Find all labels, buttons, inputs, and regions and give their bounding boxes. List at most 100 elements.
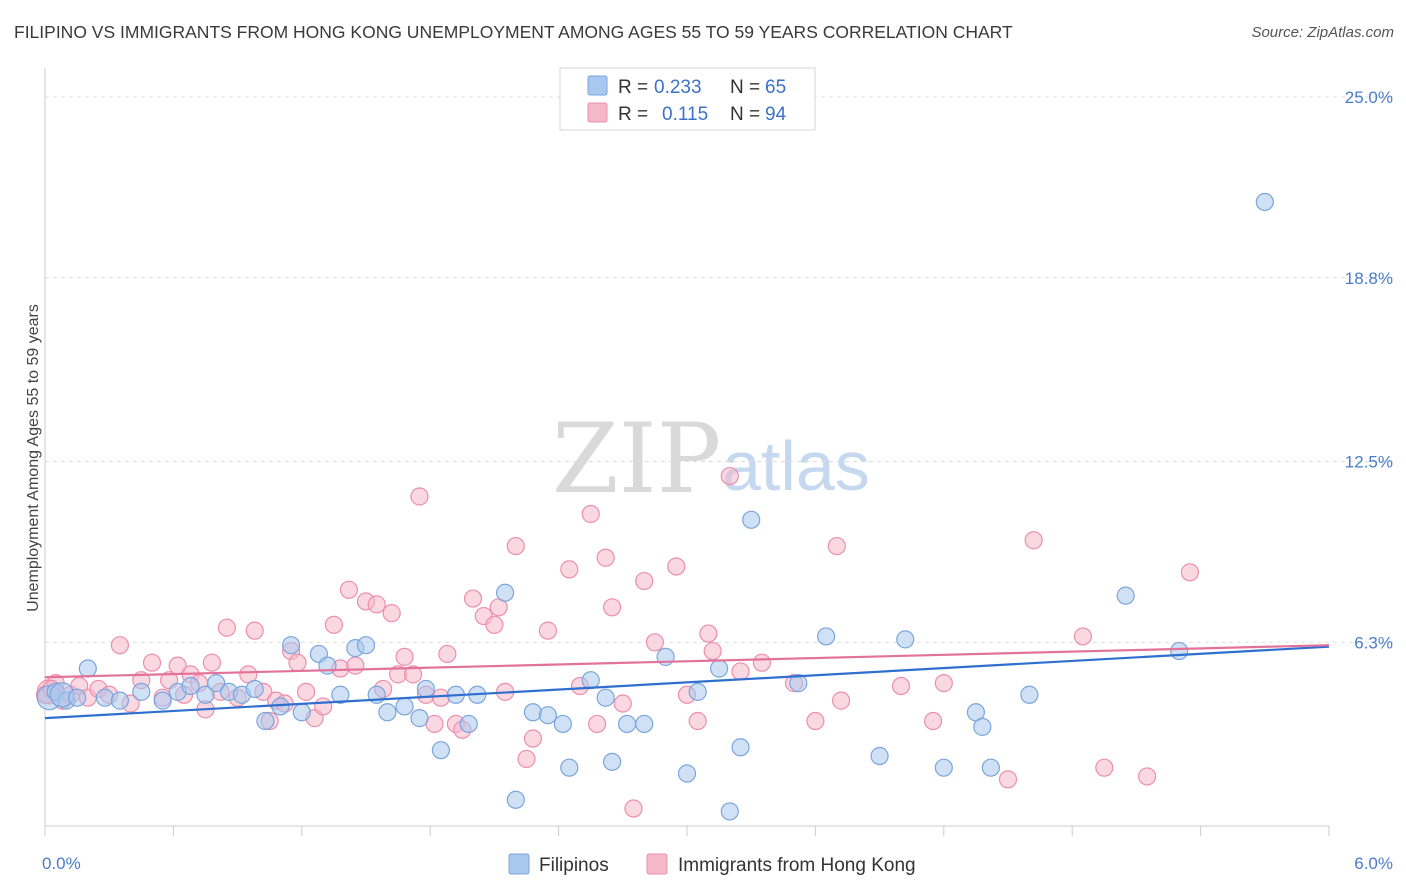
point-filipinos-48 bbox=[720, 802, 739, 821]
bottom-legend-swatch-filipinos bbox=[508, 853, 530, 875]
point-filipinos-27 bbox=[410, 709, 429, 728]
source-credit: Source: ZipAtlas.com bbox=[1251, 24, 1394, 41]
point-filipinos-50 bbox=[742, 510, 761, 529]
point-hong-kong-84 bbox=[923, 711, 943, 731]
point-hong-kong-85 bbox=[934, 674, 953, 693]
y-tick-label-3: 25.0% bbox=[1345, 88, 1393, 107]
point-filipinos-34 bbox=[506, 790, 525, 809]
point-filipinos-41 bbox=[602, 752, 622, 771]
point-hong-kong-31 bbox=[296, 682, 316, 701]
point-filipinos-18 bbox=[292, 703, 311, 722]
point-filipinos-36 bbox=[538, 706, 558, 725]
point-hong-kong-52 bbox=[463, 589, 483, 608]
point-filipinos-11 bbox=[207, 674, 226, 693]
point-filipinos-51 bbox=[789, 674, 808, 693]
point-filipinos-6 bbox=[132, 682, 151, 701]
point-hong-kong-19 bbox=[202, 653, 222, 672]
point-hong-kong-30 bbox=[288, 653, 307, 672]
point-filipinos-45 bbox=[677, 764, 697, 783]
point-filipinos-9 bbox=[181, 676, 200, 696]
point-filipinos-33 bbox=[496, 583, 515, 602]
point-filipinos-17 bbox=[282, 636, 301, 655]
point-hong-kong-86 bbox=[998, 770, 1018, 789]
point-filipinos-58 bbox=[981, 758, 1000, 777]
bottom-legend-label-filipinos: Filipinos bbox=[539, 855, 609, 876]
y-tick-label-0: 6.3% bbox=[1354, 633, 1393, 652]
point-hong-kong-70 bbox=[645, 633, 665, 652]
point-hong-kong-60 bbox=[538, 621, 558, 640]
point-filipinos-4 bbox=[95, 688, 115, 707]
point-hong-kong-68 bbox=[624, 799, 643, 818]
point-hong-kong-64 bbox=[588, 714, 607, 734]
point-filipinos-38 bbox=[560, 758, 579, 777]
trend-line-filipinos bbox=[44, 645, 1330, 720]
legend-n-label-2: N = bbox=[730, 104, 760, 125]
legend-r-value-2: 0.115 bbox=[662, 104, 708, 125]
point-hong-kong-67 bbox=[613, 694, 632, 713]
point-filipinos-53 bbox=[870, 746, 889, 766]
point-hong-kong-74 bbox=[699, 624, 718, 643]
legend-r-label-2: R = bbox=[618, 104, 648, 125]
point-hong-kong-49 bbox=[438, 644, 457, 664]
point-filipinos-29 bbox=[431, 741, 450, 760]
point-hong-kong-66 bbox=[602, 598, 622, 617]
point-filipinos-52 bbox=[816, 627, 836, 646]
point-filipinos-39 bbox=[581, 671, 600, 690]
point-filipinos-3 bbox=[78, 659, 97, 678]
point-filipinos-26 bbox=[395, 697, 414, 716]
point-filipinos-47 bbox=[709, 659, 729, 678]
point-filipinos-21 bbox=[331, 685, 350, 704]
point-filipinos-15 bbox=[256, 711, 275, 731]
point-hong-kong-43 bbox=[395, 647, 414, 666]
point-filipinos-42 bbox=[617, 714, 637, 734]
point-filipinos-23 bbox=[356, 636, 376, 655]
x-tick-label-0: 0.0% bbox=[42, 854, 81, 873]
point-hong-kong-24 bbox=[245, 621, 264, 640]
legend-n-label-1: N = bbox=[730, 77, 760, 98]
point-filipinos-64 bbox=[67, 688, 87, 707]
point-filipinos-61 bbox=[1170, 641, 1189, 661]
x-tick-label-1: 6.0% bbox=[1354, 854, 1393, 873]
point-filipinos-20 bbox=[318, 656, 337, 675]
y-tick-label-1: 12.5% bbox=[1345, 453, 1393, 472]
y-axis-label: Unemployment Among Ages 55 to 59 years bbox=[25, 304, 42, 612]
watermark-zip: ZIP bbox=[552, 403, 721, 515]
point-hong-kong-83 bbox=[891, 676, 911, 696]
series-legend: Filipinos Immigrants from Hong Kong bbox=[508, 853, 916, 876]
point-hong-kong-71 bbox=[667, 557, 686, 576]
point-filipinos-31 bbox=[459, 714, 478, 734]
point-filipinos-40 bbox=[596, 688, 615, 707]
point-hong-kong-77 bbox=[731, 662, 750, 681]
point-filipinos-28 bbox=[416, 679, 436, 699]
point-hong-kong-69 bbox=[635, 571, 654, 591]
point-hong-kong-63 bbox=[581, 504, 600, 524]
point-hong-kong-54 bbox=[485, 615, 504, 634]
legend-r-label-1: R = bbox=[618, 77, 648, 98]
point-hong-kong-21 bbox=[217, 618, 236, 637]
point-hong-kong-90 bbox=[1137, 767, 1157, 786]
point-hong-kong-78 bbox=[752, 653, 772, 672]
point-filipinos-55 bbox=[934, 758, 953, 777]
point-filipinos-25 bbox=[378, 703, 397, 722]
point-hong-kong-44 bbox=[403, 665, 423, 684]
point-filipinos-59 bbox=[1020, 685, 1039, 704]
point-hong-kong-33 bbox=[314, 697, 333, 716]
point-hong-kong-45 bbox=[410, 487, 429, 506]
point-hong-kong-37 bbox=[346, 656, 365, 675]
trend-lines bbox=[44, 644, 1330, 720]
trend-line-hong-kong bbox=[44, 644, 1330, 679]
point-hong-kong-48 bbox=[431, 688, 450, 707]
point-hong-kong-91 bbox=[1180, 563, 1200, 582]
point-hong-kong-57 bbox=[506, 536, 525, 556]
chart-title: FILIPINO VS IMMIGRANTS FROM HONG KONG UN… bbox=[14, 22, 1013, 42]
point-hong-kong-80 bbox=[806, 711, 825, 731]
point-filipinos-14 bbox=[245, 679, 264, 699]
point-hong-kong-39 bbox=[367, 595, 386, 614]
point-filipinos-7 bbox=[153, 691, 172, 710]
point-filipinos-46 bbox=[688, 682, 707, 701]
point-filipinos-43 bbox=[635, 714, 654, 734]
point-hong-kong-34 bbox=[324, 615, 343, 634]
point-hong-kong-76 bbox=[720, 466, 739, 486]
point-filipinos-54 bbox=[896, 630, 915, 649]
